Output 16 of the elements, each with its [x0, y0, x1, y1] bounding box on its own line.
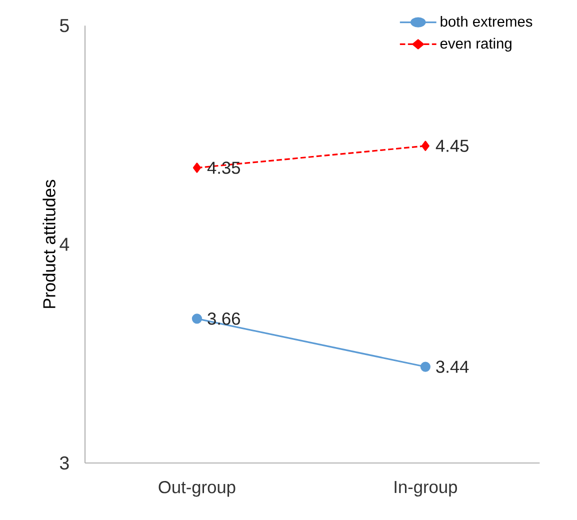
point	[192, 314, 202, 324]
data-label: 4.35	[207, 162, 240, 174]
y-axis-title: Product attitudes	[42, 180, 56, 308]
y-tick-label: 4	[60, 238, 70, 251]
y-tick-label: 3	[60, 456, 69, 470]
y-tick-label: 5	[60, 19, 69, 32]
legend-label: even rating	[440, 38, 512, 52]
point	[421, 140, 430, 151]
point	[192, 162, 201, 173]
data-label: 4.45	[436, 140, 468, 152]
point	[420, 362, 430, 372]
data-label: 3.66	[208, 312, 240, 325]
x-tick-label: In-group	[394, 481, 457, 497]
x-tick-label: Out-group	[158, 481, 236, 497]
data-label: 3.44	[436, 360, 469, 373]
legend-label: both extremes	[440, 16, 532, 27]
